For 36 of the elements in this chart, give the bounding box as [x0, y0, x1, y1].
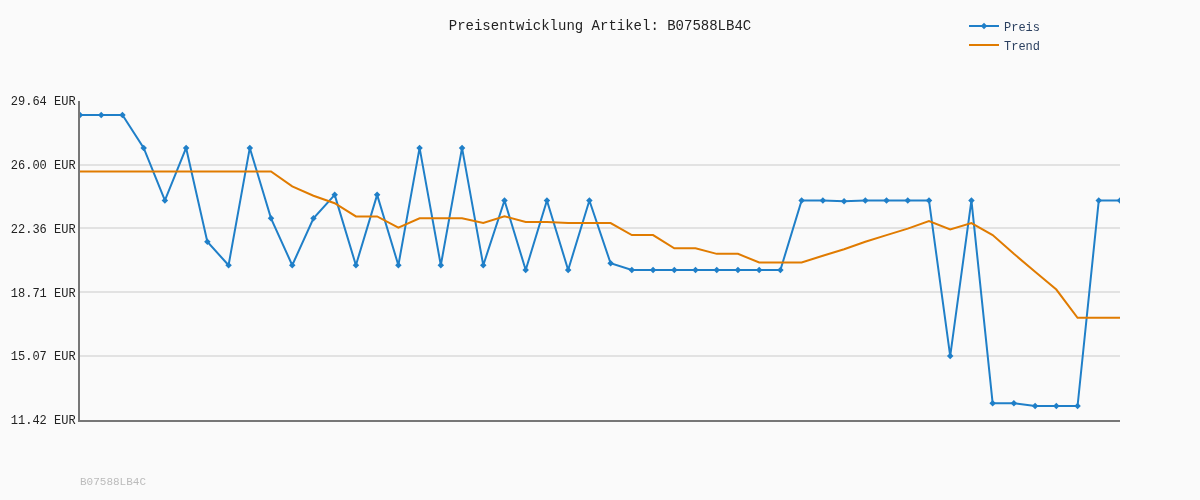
point — [1095, 197, 1103, 204]
point — [671, 266, 678, 274]
point — [288, 261, 296, 269]
point — [331, 191, 338, 199]
point — [840, 198, 848, 205]
y-tick-label: 15.07 EUR — [10, 350, 76, 365]
point — [1010, 399, 1018, 407]
text: B07588LB4C — [80, 476, 147, 488]
point — [989, 399, 996, 407]
point — [862, 197, 869, 204]
y-tick-label: 26.00 EUR — [10, 158, 76, 173]
line-series — [80, 111, 1120, 410]
point — [246, 144, 254, 152]
point — [586, 197, 593, 204]
point — [607, 260, 614, 267]
legend-label: Preis — [1004, 20, 1041, 35]
point — [1031, 402, 1039, 410]
point — [946, 352, 954, 360]
y-tick-label: 22.36 EUR — [10, 222, 76, 237]
legend-label: Trend — [1004, 39, 1041, 54]
line-series — [80, 170, 1120, 319]
y-tick-label: 18.71 EUR — [10, 286, 76, 301]
point — [204, 238, 211, 246]
point — [904, 197, 912, 204]
y-tick-label: 11.42 EUR — [10, 414, 76, 429]
point — [883, 197, 890, 204]
point — [968, 197, 975, 204]
point — [225, 261, 232, 269]
point — [798, 197, 805, 204]
point — [458, 144, 466, 152]
y-tick-label: 29.64 EUR — [10, 95, 76, 110]
point — [140, 144, 147, 152]
point — [713, 266, 720, 274]
point — [501, 197, 508, 204]
point — [310, 215, 317, 222]
chart-title: Preisentwicklung Artikel: B07588LB4C — [448, 17, 752, 34]
